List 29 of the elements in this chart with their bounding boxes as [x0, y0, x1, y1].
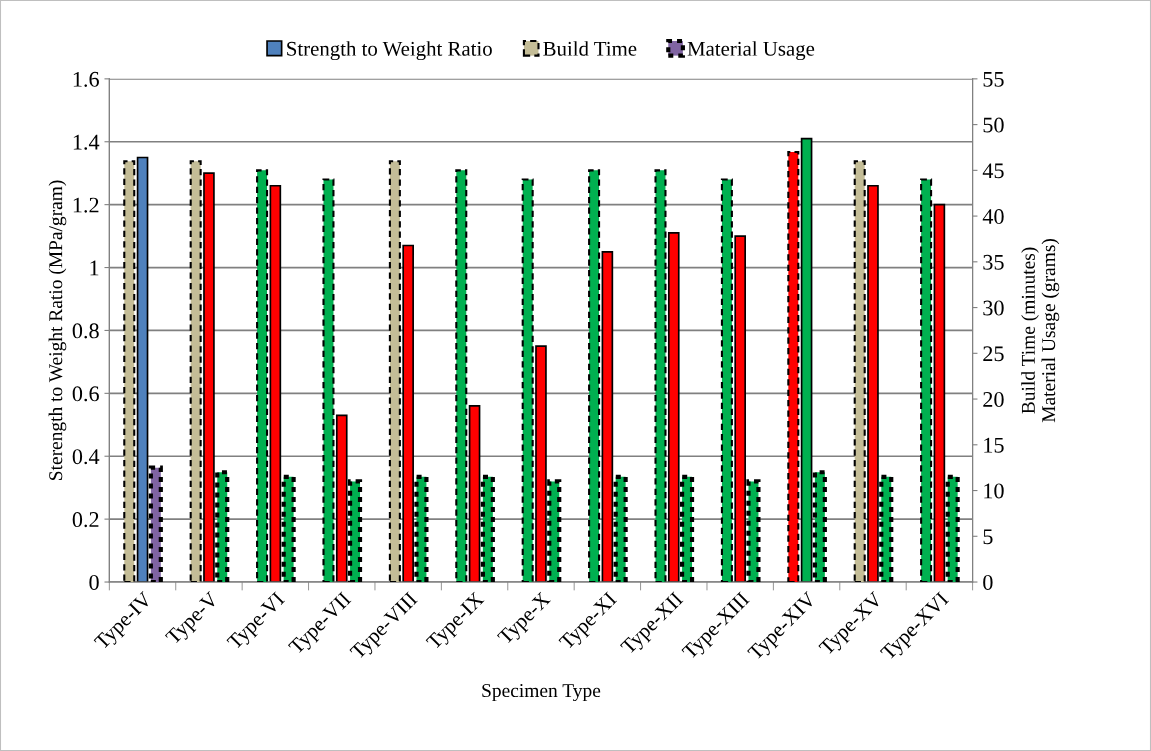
y2-tick-label: 0	[983, 574, 993, 590]
y2-tick-label: 10	[984, 483, 1004, 499]
y-tick-label: 1.4	[73, 134, 100, 150]
y-tick-label: 1	[90, 260, 99, 276]
y-axis-title: Sterength to Weight Ratio (MPa/gram)	[48, 180, 67, 480]
legend-label: Material Usage	[687, 41, 815, 61]
bar	[455, 169, 468, 583]
y2-tick-label: 20	[983, 391, 1004, 407]
y-tick-label: 1.6	[73, 71, 99, 87]
y2-tick-label: 45	[982, 163, 1004, 179]
y-tick-label: 0.6	[72, 386, 99, 402]
y2-tick-label: 15	[984, 437, 1004, 453]
legend-label: Strength to Weight Ratio	[287, 41, 492, 61]
y-tick-label: 0.8	[72, 323, 99, 339]
y2-tick-label: 55	[983, 72, 1004, 87]
y2-tick-label: 5	[983, 529, 993, 545]
y2-tick-label: 30	[983, 300, 1004, 316]
y2-tick-label: 25	[983, 346, 1004, 362]
y2-axis-title: Build Time (minutes) Material Usage (grams)	[1021, 238, 1060, 423]
y-tick-label: 0.4	[72, 449, 100, 465]
y2-tick-label: 40	[982, 209, 1004, 225]
x-axis-title: Specimen Type	[482, 684, 601, 702]
y2-tick-label: 50	[983, 117, 1004, 133]
y-tick-label: 0.2	[72, 512, 99, 528]
y2-tick-label: 35	[983, 254, 1004, 270]
legend-label: Build Time	[543, 41, 637, 56]
y-tick-label: 0	[89, 574, 99, 590]
bar	[322, 178, 335, 583]
y-tick-label: 1.2	[73, 197, 99, 213]
